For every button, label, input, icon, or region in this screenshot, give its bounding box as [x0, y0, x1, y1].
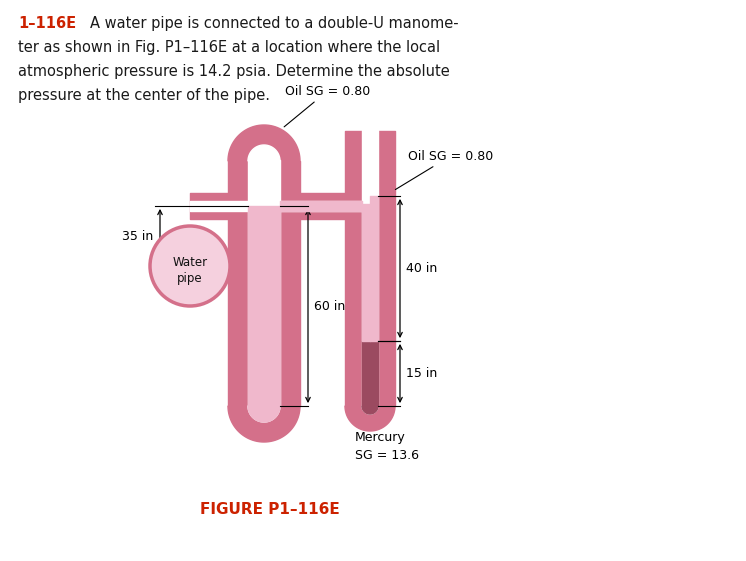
Text: FIGURE P1–116E: FIGURE P1–116E	[200, 502, 340, 517]
Text: 15 in: 15 in	[406, 367, 437, 380]
Circle shape	[150, 226, 230, 306]
Text: atmospheric pressure is 14.2 psia. Determine the absolute: atmospheric pressure is 14.2 psia. Deter…	[18, 64, 450, 79]
Text: Water: Water	[172, 255, 207, 269]
Polygon shape	[228, 406, 300, 442]
Text: pressure at the center of the pipe.: pressure at the center of the pipe.	[18, 88, 270, 103]
Polygon shape	[362, 406, 378, 414]
Text: pipe: pipe	[178, 272, 203, 284]
Text: Oil SG = 0.80: Oil SG = 0.80	[395, 149, 493, 190]
Polygon shape	[362, 406, 378, 414]
Polygon shape	[228, 125, 300, 161]
Text: 40 in: 40 in	[406, 262, 437, 275]
Text: A water pipe is connected to a double-U manome-: A water pipe is connected to a double-U …	[90, 16, 459, 31]
Polygon shape	[248, 406, 280, 422]
Text: Oil SG = 0.80: Oil SG = 0.80	[284, 85, 370, 127]
Text: 35 in: 35 in	[122, 229, 153, 242]
Polygon shape	[248, 406, 280, 422]
Polygon shape	[248, 145, 280, 161]
Text: Mercury: Mercury	[355, 431, 406, 444]
Text: SG = 13.6: SG = 13.6	[355, 449, 419, 462]
Text: 1–116E: 1–116E	[18, 16, 76, 31]
Text: 60 in: 60 in	[314, 300, 345, 312]
Polygon shape	[345, 406, 395, 431]
Text: ter as shown in Fig. P1–116E at a location where the local: ter as shown in Fig. P1–116E at a locati…	[18, 40, 440, 55]
